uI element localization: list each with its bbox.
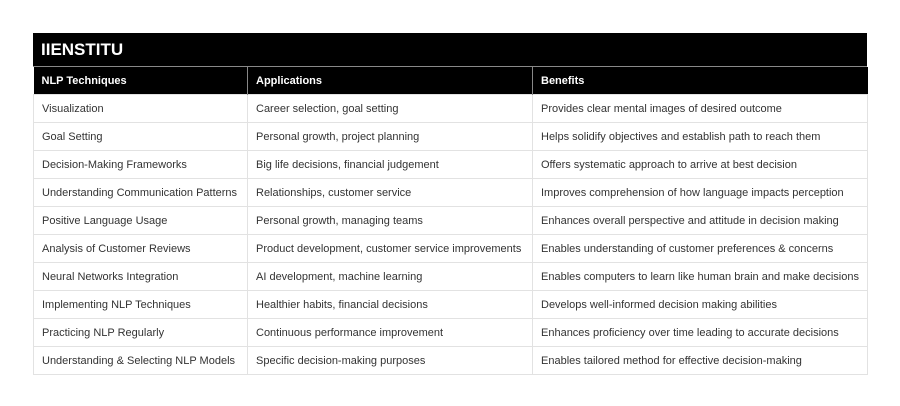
table-row: Goal Setting Personal growth, project pla… <box>33 122 868 151</box>
application-cell: Healthier habits, financial decisions <box>247 290 533 319</box>
application-cell: Relationships, customer service <box>247 178 533 207</box>
column-header-benefits: Benefits <box>532 67 868 95</box>
benefit-cell: Develops well-informed decision making a… <box>532 290 868 319</box>
table-row: Decision-Making Frameworks Big life decis… <box>33 150 868 179</box>
technique-cell: Visualization <box>33 94 248 123</box>
application-cell: Personal growth, project planning <box>247 122 533 151</box>
application-cell: AI development, machine learning <box>247 262 533 291</box>
nlp-table: NLP Techniques Applications Benefits Vis… <box>33 67 868 375</box>
column-header-applications: Applications <box>247 67 533 95</box>
benefit-cell: Enables understanding of customer prefer… <box>532 234 868 263</box>
table-row: Implementing NLP Techniques Healthier hab… <box>33 290 868 319</box>
application-cell: Big life decisions, financial judgement <box>247 150 533 179</box>
benefit-cell: Provides clear mental images of desired … <box>532 94 868 123</box>
benefit-cell: Helps solidify objectives and establish … <box>532 122 868 151</box>
technique-cell: Analysis of Customer Reviews <box>33 234 248 263</box>
technique-cell: Understanding Communication Patterns <box>33 178 248 207</box>
table-row: Neural Networks Integration AI developmen… <box>33 262 868 291</box>
application-cell: Career selection, goal setting <box>247 94 533 123</box>
technique-cell: Positive Language Usage <box>33 206 248 235</box>
technique-cell: Decision-Making Frameworks <box>33 150 248 179</box>
application-cell: Specific decision-making purposes <box>247 346 533 375</box>
technique-cell: Implementing NLP Techniques <box>33 290 248 319</box>
technique-cell: Neural Networks Integration <box>33 262 248 291</box>
benefit-cell: Improves comprehension of how language i… <box>532 178 868 207</box>
technique-cell: Understanding & Selecting NLP Models <box>33 346 248 375</box>
table-row: Practicing NLP Regularly Continuous perfo… <box>33 318 868 347</box>
application-cell: Product development, customer service im… <box>247 234 533 263</box>
benefit-cell: Offers systematic approach to arrive at … <box>532 150 868 179</box>
benefit-cell: Enhances proficiency over time leading t… <box>532 318 868 347</box>
column-header-techniques: NLP Techniques <box>33 67 248 95</box>
table-title: IIENSTITU <box>33 33 867 67</box>
table-row: Positive Language Usage Personal growth, … <box>33 206 868 235</box>
header-row: NLP Techniques Applications Benefits <box>33 67 868 95</box>
application-cell: Continuous performance improvement <box>247 318 533 347</box>
benefit-cell: Enhances overall perspective and attitud… <box>532 206 868 235</box>
table-row: Understanding & Selecting NLP Models Spec… <box>33 346 868 375</box>
benefit-cell: Enables tailored method for effective de… <box>532 346 868 375</box>
nlp-table-container: IIENSTITU NLP Techniques Applications Be… <box>33 33 868 375</box>
application-cell: Personal growth, managing teams <box>247 206 533 235</box>
benefit-cell: Enables computers to learn like human br… <box>532 262 868 291</box>
table-row: Understanding Communication Patterns Rela… <box>33 178 868 207</box>
table-row: Analysis of Customer Reviews Product deve… <box>33 234 868 263</box>
technique-cell: Goal Setting <box>33 122 248 151</box>
technique-cell: Practicing NLP Regularly <box>33 318 248 347</box>
table-row: Visualization Career selection, goal sett… <box>33 94 868 123</box>
